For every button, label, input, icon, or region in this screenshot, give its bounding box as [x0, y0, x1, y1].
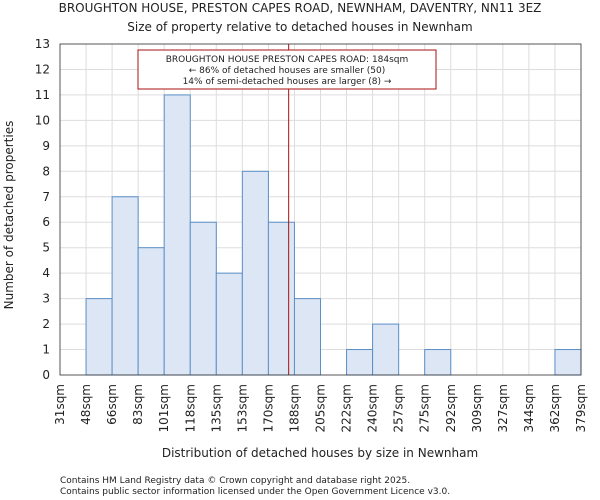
y-tick-label: 4: [42, 266, 50, 280]
x-tick-label: 188sqm: [287, 384, 301, 432]
footer-line-2: Contains public sector information licen…: [60, 487, 450, 497]
y-axis-label: Number of detached properties: [2, 121, 16, 310]
histogram-bar: [241, 170, 269, 376]
annotation-border: [137, 49, 437, 90]
histogram-bar: [189, 221, 217, 376]
histogram-bar: [111, 196, 139, 376]
histogram-bar: [163, 94, 191, 376]
histogram-bar: [372, 323, 400, 376]
y-tick-label: 11: [35, 88, 50, 102]
histogram-bar: [137, 247, 165, 376]
histogram-bar: [554, 349, 582, 376]
annotation-line-3: 14% of semi-detached houses are larger (…: [183, 77, 392, 87]
y-tick-label: 12: [35, 62, 50, 76]
x-tick-label: 309sqm: [470, 384, 484, 432]
y-tick-label: 0: [42, 368, 50, 382]
annotation-line-1: BROUGHTON HOUSE PRESTON CAPES ROAD: 184s…: [166, 55, 409, 65]
footer-line-1: Contains HM Land Registry data © Crown c…: [60, 476, 410, 486]
y-tick-label: 1: [42, 343, 50, 357]
x-tick-label: 135sqm: [209, 384, 223, 432]
y-tick-label: 6: [42, 215, 50, 229]
x-tick-label: 101sqm: [157, 384, 171, 432]
histogram-bar: [267, 221, 295, 376]
annotation-box: BROUGHTON HOUSE PRESTON CAPES ROAD: 184s…: [137, 49, 437, 90]
plot-border: [59, 43, 582, 376]
x-tick-label: 83sqm: [131, 384, 145, 425]
y-tick-label: 5: [42, 241, 50, 255]
y-tick-label: 10: [35, 113, 50, 127]
x-tick-label: 170sqm: [261, 384, 275, 432]
x-axis-ticks: 31sqm 48sqm 66sqm 83sqm 101sqm 118sqm 135sqm 15…: [53, 384, 588, 432]
annotation-line-2: ← 86% of detached houses are smaller (50…: [189, 66, 386, 76]
x-tick-label: 379sqm: [574, 384, 588, 432]
histogram-bar: [293, 298, 322, 376]
x-tick-label: 327sqm: [496, 384, 510, 432]
y-tick-label: 3: [42, 292, 50, 306]
y-tick-label: 7: [42, 190, 50, 204]
y-tick-label: 9: [42, 139, 50, 153]
x-tick-label: 153sqm: [235, 384, 249, 432]
y-tick-label: 8: [42, 164, 50, 178]
x-tick-label: 275sqm: [418, 384, 432, 432]
chart-title: BROUGHTON HOUSE, PRESTON CAPES ROAD, NEW…: [59, 1, 542, 15]
x-tick-label: 118sqm: [183, 384, 197, 432]
x-tick-label: 257sqm: [392, 384, 406, 432]
x-axis-label: Distribution of detached houses by size …: [162, 446, 478, 460]
y-tick-label: 13: [35, 37, 50, 51]
x-tick-label: 48sqm: [79, 384, 93, 425]
histogram-bar: [85, 298, 113, 376]
bars: [85, 94, 582, 376]
y-tick-label: 2: [42, 317, 50, 331]
x-tick-label: 66sqm: [105, 384, 119, 425]
x-tick-label: 31sqm: [53, 384, 67, 425]
x-tick-label: 222sqm: [340, 384, 354, 432]
histogram-bar: [346, 349, 374, 376]
chart-subtitle: Size of property relative to detached ho…: [127, 20, 472, 34]
histogram-bar: [215, 272, 243, 376]
histogram-bar: [424, 349, 452, 376]
x-tick-label: 205sqm: [314, 384, 328, 432]
x-tick-label: 292sqm: [444, 384, 458, 432]
x-tick-label: 344sqm: [522, 384, 536, 432]
x-tick-label: 362sqm: [548, 384, 562, 432]
x-tick-label: 240sqm: [366, 384, 380, 432]
